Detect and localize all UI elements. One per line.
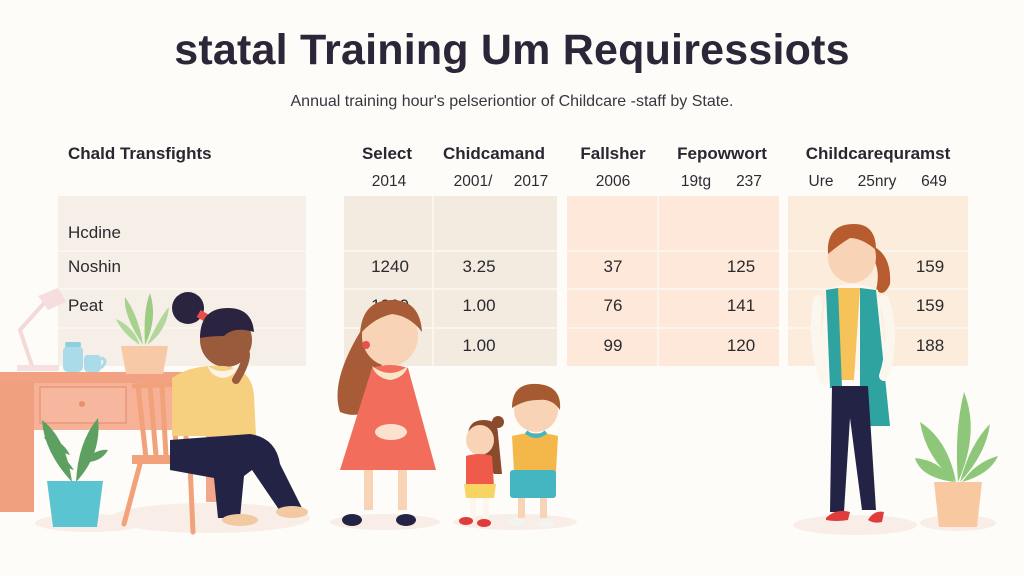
row-divider [58,250,306,252]
cell-value: 159 [915,257,945,276]
page-title: statal Training Um Requiressiots [174,26,850,74]
row-label: Hcdine [68,223,121,242]
column-divider [657,196,659,366]
column-divider [432,196,434,366]
toddler-girl-figure [459,416,504,527]
cell-value: 1000 [371,296,409,315]
chair-icon [121,381,235,535]
table-panel-select-chidcamand [344,196,557,366]
row-label: Noshin [68,257,121,276]
row-divider [58,288,306,290]
cell-value: 3.25 [462,257,496,276]
row-label: Peat [68,296,103,315]
cell-value: 125 [726,257,756,276]
cell-value: 1.00 [462,336,496,355]
cell-value: 76 [603,296,623,315]
row-divider [788,327,968,329]
cell-value: 120 [726,336,756,355]
row-divider [788,250,968,252]
row-divider [567,250,779,252]
cell-value: 188 [915,336,945,355]
desk-icon [0,372,232,512]
row-divider [788,288,968,290]
sub-header: 2006 [595,173,631,190]
row-divider [344,250,557,252]
row-divider [344,327,557,329]
sub-header: 2017 [513,173,549,190]
sub-header: 25nry [857,173,897,190]
column-header-fepowwort: Fepowwort [677,144,767,163]
sub-header: Ure [808,173,834,190]
floor-plant-icon [42,418,108,527]
sub-header: 2001/ [453,173,493,190]
row-header-label: Chald Transfights [68,144,212,163]
column-header-childcarequramst: Childcarequramst [805,144,951,163]
cell-value: 159 [915,296,945,315]
sub-header: 19tg [680,173,712,190]
floor-shadows [35,503,996,535]
toddler-boy-figure [507,383,561,528]
cell-value: 99 [603,336,623,355]
row-divider [344,288,557,290]
cell-value: 141 [726,296,756,315]
row-divider [567,327,779,329]
cell-value: 37 [603,257,623,276]
table-panel-row-labels [58,196,306,366]
sub-header: 2014 [371,173,407,190]
right-potted-plant-icon [915,392,998,527]
cell-value: 1240 [371,257,409,276]
page-subtitle: Annual training hour's pelseriontior of … [290,93,734,110]
sub-header: 649 [921,173,947,190]
row-divider [58,327,306,329]
table-panel-fallsher-fepowwort [567,196,779,366]
column-header-fallsher: Fallsher [580,144,646,163]
cell-value: 1.00 [462,296,496,315]
sub-header: 237 [736,173,762,190]
column-header-chidcamand: Chidcamand [442,144,546,163]
column-header-select: Select [361,144,413,163]
row-divider [567,288,779,290]
